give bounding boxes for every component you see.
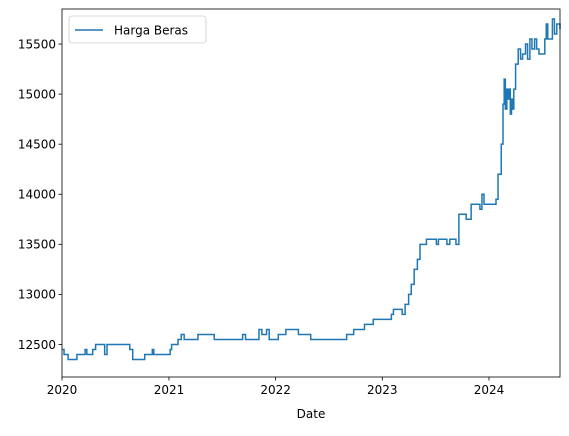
x-axis-label: Date: [297, 407, 326, 421]
x-tick-label: 2023: [367, 383, 398, 397]
y-tick-label: 15500: [18, 37, 56, 51]
y-tick-label: 13500: [18, 238, 56, 252]
legend-frame: [68, 15, 207, 44]
y-tick-label: 15000: [18, 87, 56, 101]
x-tick-label: 2024: [474, 383, 505, 397]
x-tick-label: 2021: [154, 383, 185, 397]
x-tick-label: 2022: [260, 383, 291, 397]
y-tick-label: 14000: [18, 188, 56, 202]
x-axis-ticks: 2020 2021 2022 2023 2024: [47, 377, 505, 397]
series-line-0: [62, 18, 561, 361]
y-tick-label: 13000: [18, 288, 56, 302]
axes-frame: [61, 8, 561, 378]
y-axis-ticks: 12500 13000 13500 14000 14500 15000 15500: [18, 37, 62, 352]
y-tick-label: 14500: [18, 137, 56, 151]
plot-area: [61, 8, 561, 378]
legend: Harga Beras: [68, 15, 207, 44]
x-tick-label: 2020: [47, 383, 78, 397]
legend-label: Harga Beras: [114, 24, 188, 38]
y-tick-label: 12500: [18, 338, 56, 352]
